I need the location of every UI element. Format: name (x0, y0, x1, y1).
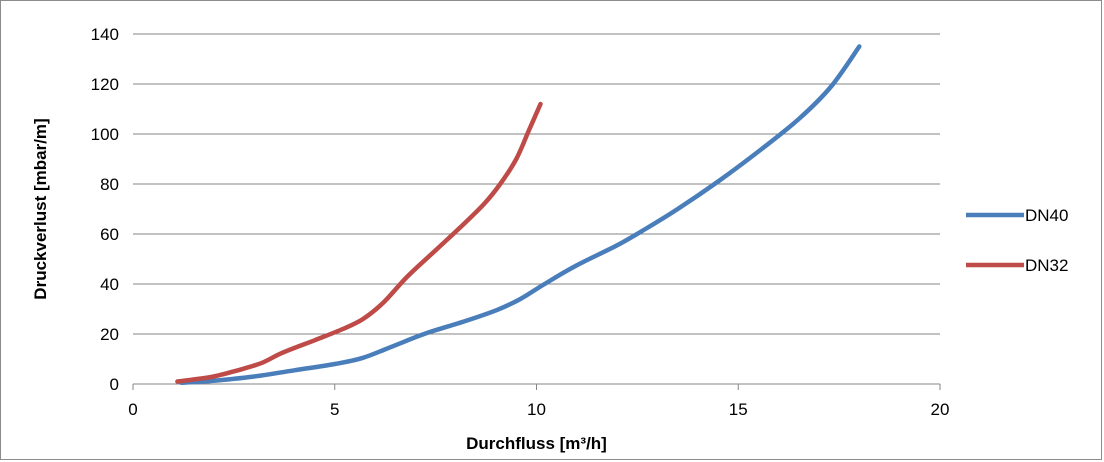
x-tick-label: 20 (931, 400, 950, 419)
x-tick-label: 0 (128, 400, 137, 419)
y-tick-label: 20 (100, 325, 119, 344)
y-tick-labels: 0 20 40 60 80 100 120 140 (91, 25, 119, 394)
series-line-dn40 (179, 44, 862, 386)
legend: DN40 DN32 (966, 206, 1068, 275)
x-tick-labels: 0 5 10 15 20 (128, 384, 949, 419)
series-line-dn32 (175, 101, 543, 384)
y-tick-label: 60 (100, 225, 119, 244)
legend-label: DN40 (1025, 206, 1068, 225)
legend-label: DN32 (1025, 256, 1068, 275)
x-axis-title: Durchfluss [m³/h] (466, 434, 607, 453)
y-tick-label: 120 (91, 75, 119, 94)
x-tick-label: 10 (527, 400, 546, 419)
x-tick-label: 5 (330, 400, 339, 419)
y-tick-label: 80 (100, 175, 119, 194)
gridlines (133, 33, 940, 335)
y-tick-label: 140 (91, 25, 119, 44)
y-tick-label: 100 (91, 125, 119, 144)
series-lines (175, 44, 862, 386)
x-tick-label: 15 (729, 400, 748, 419)
y-tick-label: 0 (110, 375, 119, 394)
y-tick-label: 40 (100, 275, 119, 294)
y-axis-title: Druckverlust [mbar/m] (31, 118, 50, 299)
